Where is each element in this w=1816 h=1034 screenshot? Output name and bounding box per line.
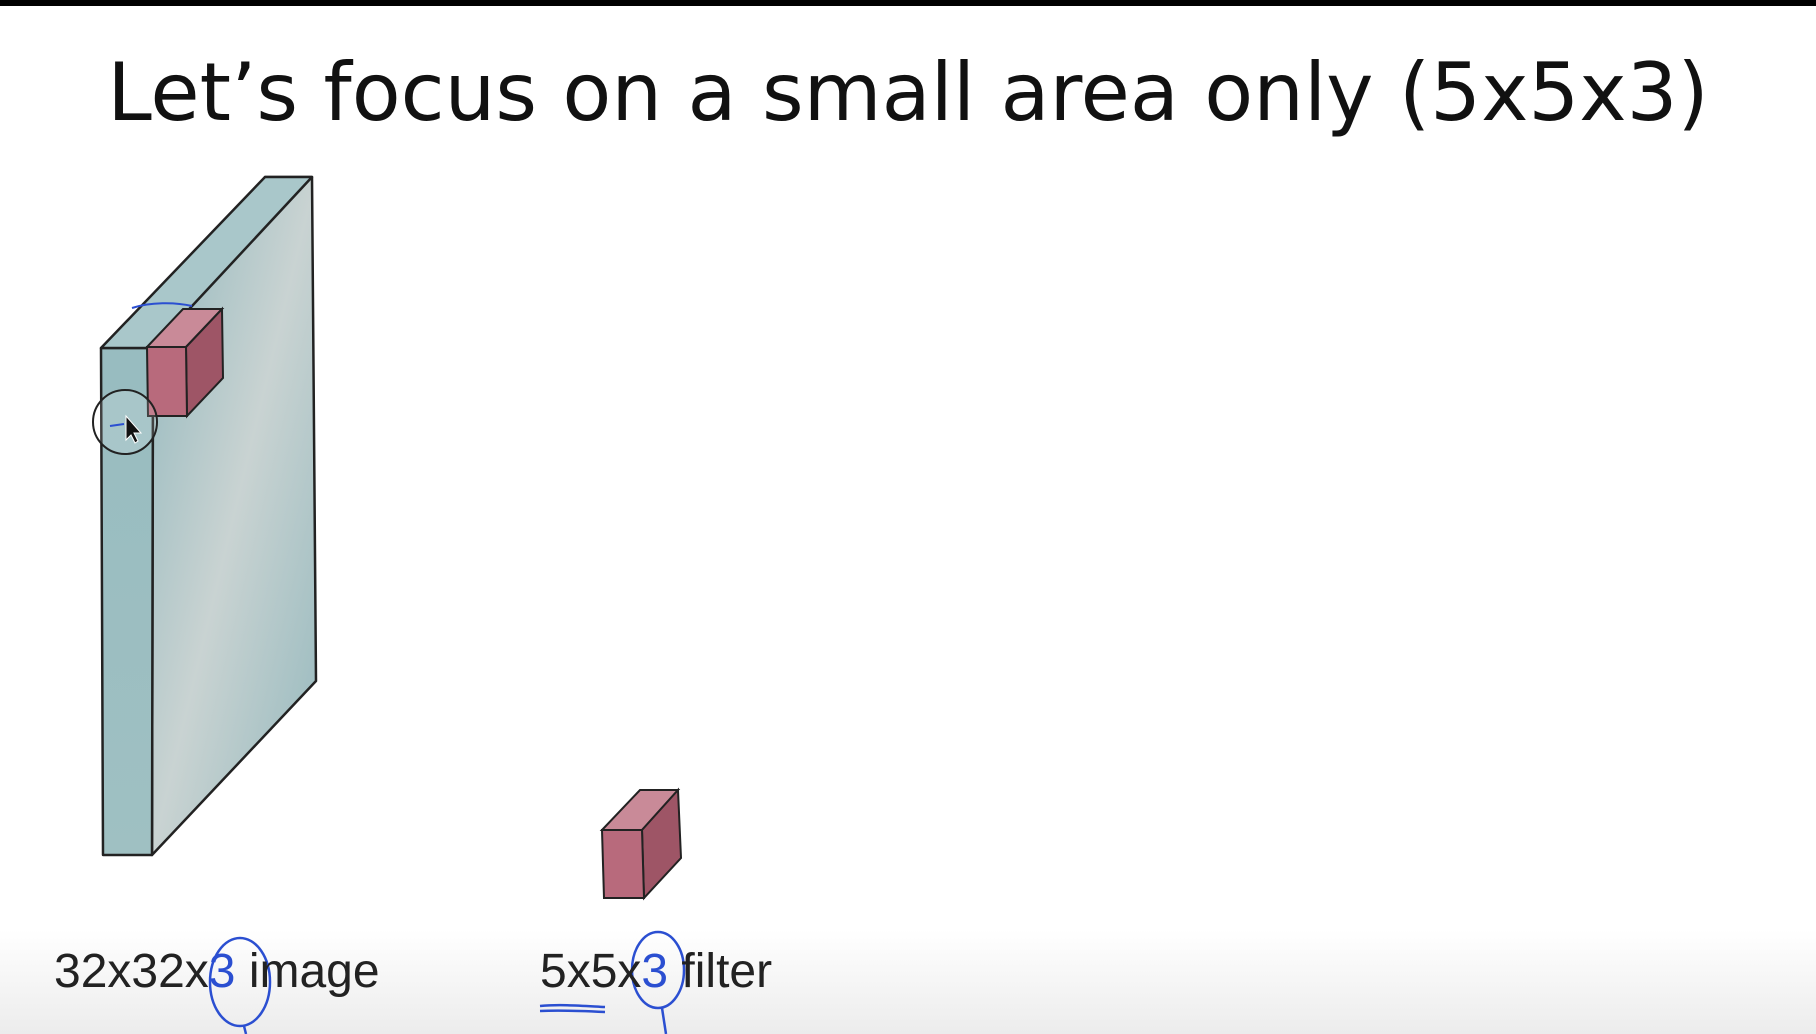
image-label-dims: 32x32x	[54, 945, 209, 998]
filter-label-depth: 3	[641, 945, 669, 998]
filter-label: 5x5x3 filter	[540, 948, 772, 996]
depth-annotations	[208, 930, 686, 1034]
receptive-field-cube	[131, 302, 225, 419]
filter-cube-front	[600, 829, 646, 899]
filter-label-dims: 5x5x	[540, 945, 642, 998]
image-depth-circle	[208, 936, 272, 1028]
filter-depth-circle	[630, 930, 686, 1010]
mouse-cursor-icon	[92, 389, 158, 455]
input-volume	[99, 175, 318, 857]
image-label-depth: 3	[208, 945, 236, 998]
filter-cube	[599, 787, 683, 901]
slide-title: Let’s focus on a small area only (5x5x3)	[107, 46, 1709, 139]
bottom-shade	[0, 930, 1816, 1034]
receptive-field-front	[145, 346, 189, 417]
image-label: 32x32x3 image	[54, 948, 380, 996]
top-border	[0, 0, 1816, 6]
input-volume-top	[99, 175, 314, 350]
annotation-mark	[131, 302, 193, 309]
filter-underline	[539, 1003, 606, 1014]
filter-label-word: filter	[668, 945, 773, 998]
image-label-word: image	[235, 945, 380, 998]
